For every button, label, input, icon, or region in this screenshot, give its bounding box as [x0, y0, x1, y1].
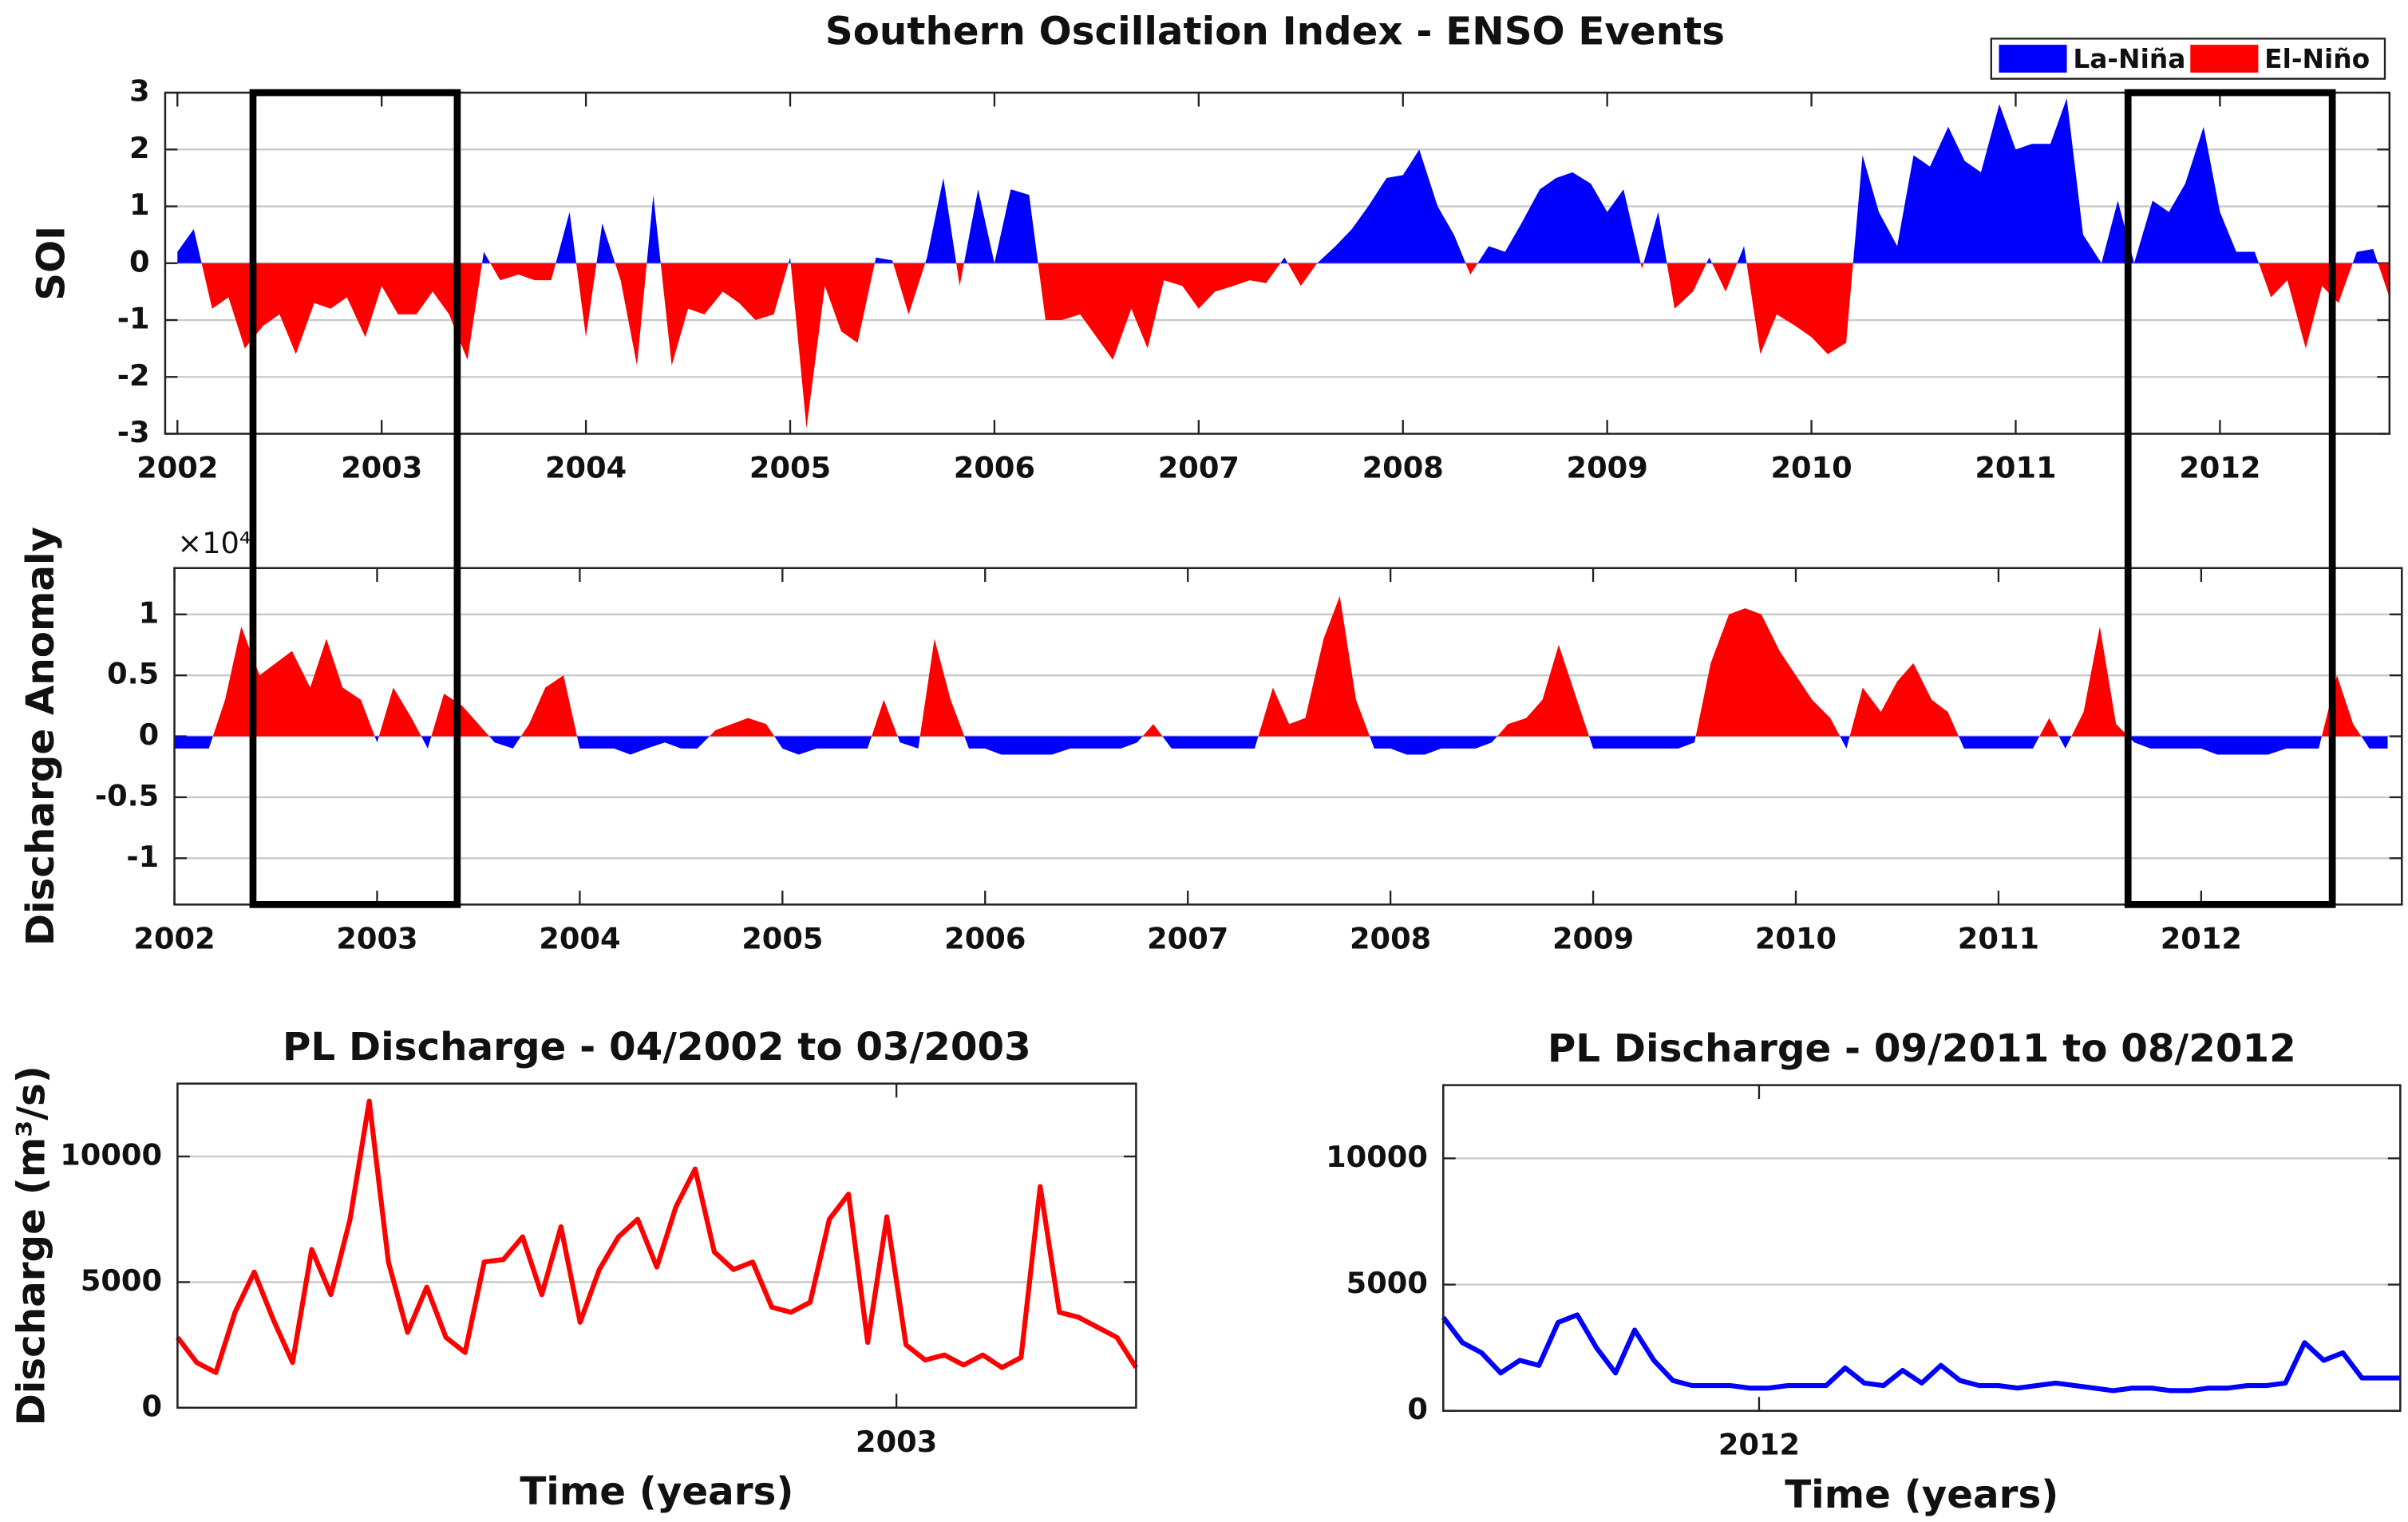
area-negative [174, 736, 2388, 755]
x-tick-label: 2006 [954, 450, 1035, 484]
chart-title: PL Discharge - 04/2002 to 03/2003 [283, 1025, 1031, 1069]
y-tick-label: 0 [1407, 1392, 1428, 1426]
x-tick-label: 2011 [1958, 921, 2039, 955]
y-tick-label: 5000 [81, 1263, 162, 1298]
x-tick-label: 2005 [741, 921, 823, 955]
x-tick-label: 2009 [1552, 921, 1634, 955]
y-tick-label: -3 [117, 415, 150, 449]
plot-area [177, 1083, 1137, 1408]
legend-swatch [2190, 45, 2259, 73]
y-tick-label: -1 [126, 840, 159, 874]
plot-frame [164, 91, 2391, 435]
legend-swatch [1999, 45, 2067, 73]
x-tick-label: 2002 [133, 921, 215, 955]
y-tick-label: -1 [117, 302, 150, 336]
x-tick-label: 2004 [539, 921, 620, 955]
highlight-box [2124, 89, 2336, 908]
area-negative [177, 263, 2390, 429]
y-tick-label: 0 [142, 1389, 163, 1423]
x-tick-label: 2009 [1567, 450, 1648, 484]
x-tick-label: 2012 [1718, 1428, 1800, 1462]
x-tick-label: 2003 [856, 1425, 937, 1459]
area-positive [174, 595, 2388, 737]
line [175, 1098, 1139, 1375]
x-tick-label: 2008 [1362, 450, 1444, 484]
x-tick-label: 2007 [1158, 450, 1240, 484]
line [1441, 1312, 2401, 1394]
legend: La-Niña El-Niño [1990, 38, 2386, 80]
y-tick-label: 0 [139, 718, 160, 752]
legend-label: La-Niña [2073, 43, 2185, 74]
y-tick-label: -2 [117, 358, 150, 393]
x-axis-label: Time (years) [520, 1469, 793, 1514]
legend-label: El-Niño [2264, 43, 2370, 74]
y-tick-label: 10000 [1326, 1140, 1428, 1174]
x-tick-label: 2003 [341, 450, 422, 484]
y-tick-label: -0.5 [95, 778, 159, 812]
x-tick-label: 2011 [1975, 450, 2056, 484]
x-tick-label: 2006 [944, 921, 1026, 955]
chart-title: Southern Oscillation Index - ENSO Events [825, 10, 1725, 54]
x-tick-label: 2010 [1755, 921, 1837, 955]
y-tick-label: 0.5 [107, 657, 159, 691]
plot-area [1443, 1085, 2401, 1411]
x-tick-label: 2008 [1350, 921, 1431, 955]
x-tick-label: 2005 [749, 450, 831, 484]
x-axis-label: Time (years) [1785, 1473, 2058, 1517]
x-tick-label: 2012 [2179, 450, 2260, 484]
x-tick-label: 2002 [136, 450, 218, 484]
y-tick-label: 2 [129, 131, 150, 165]
area-positive [177, 98, 2390, 263]
x-tick-label: 2003 [336, 921, 417, 955]
y-tick-label: 10000 [60, 1138, 162, 1172]
y-axis-label: Discharge Anomaly [18, 527, 63, 946]
y-axis-label: SOI [30, 226, 74, 301]
y-tick-label: 5000 [1346, 1266, 1428, 1300]
y-multiplier: ×10⁴ [177, 526, 251, 560]
y-tick-label: 0 [129, 244, 150, 279]
plot-frame [176, 1082, 1137, 1409]
x-tick-label: 2012 [2161, 921, 2242, 955]
highlight-box [249, 89, 461, 908]
x-tick-label: 2007 [1147, 921, 1228, 955]
y-axis-label: Discharge (m³/s) [10, 1065, 54, 1425]
plot-frame [173, 567, 2403, 906]
x-tick-label: 2010 [1770, 450, 1852, 484]
chart-title: PL Discharge - 09/2011 to 08/2012 [1548, 1026, 2296, 1071]
x-tick-label: 2004 [545, 450, 627, 484]
y-tick-label: 3 [129, 74, 150, 109]
y-tick-label: 1 [139, 595, 160, 630]
plot-frame [1442, 1084, 2402, 1412]
y-tick-label: 1 [129, 188, 150, 222]
